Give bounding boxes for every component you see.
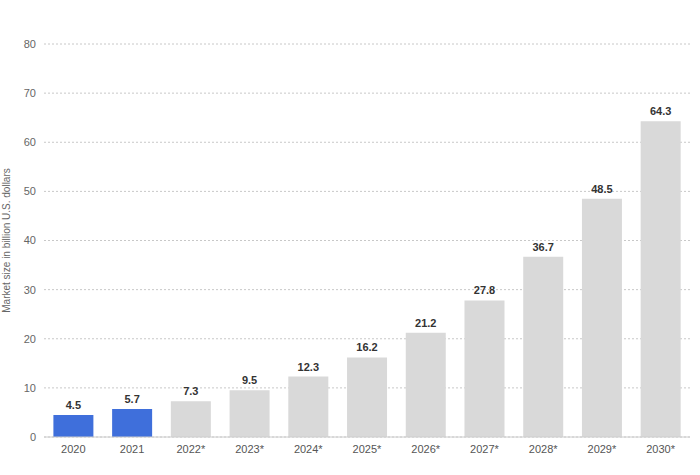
svg-text:80: 80 xyxy=(24,38,36,50)
svg-text:21.2: 21.2 xyxy=(415,317,436,329)
svg-text:12.3: 12.3 xyxy=(298,361,319,373)
svg-text:30: 30 xyxy=(24,284,36,296)
svg-text:27.8: 27.8 xyxy=(474,284,495,296)
svg-text:36.7: 36.7 xyxy=(533,241,554,253)
svg-text:70: 70 xyxy=(24,87,36,99)
svg-text:60: 60 xyxy=(24,136,36,148)
svg-text:7.3: 7.3 xyxy=(183,385,198,397)
svg-text:64.3: 64.3 xyxy=(650,105,671,117)
svg-text:10: 10 xyxy=(24,382,36,394)
svg-text:2023*: 2023* xyxy=(235,443,264,455)
svg-text:4.5: 4.5 xyxy=(66,399,81,411)
svg-text:50: 50 xyxy=(24,185,36,197)
svg-text:20: 20 xyxy=(24,333,36,345)
svg-text:2024*: 2024* xyxy=(294,443,323,455)
svg-text:9.5: 9.5 xyxy=(242,374,257,386)
svg-text:2021: 2021 xyxy=(120,443,144,455)
svg-text:16.2: 16.2 xyxy=(356,341,377,353)
svg-text:2029*: 2029* xyxy=(588,443,617,455)
svg-text:0: 0 xyxy=(30,431,36,443)
svg-text:2020: 2020 xyxy=(61,443,85,455)
svg-text:2026*: 2026* xyxy=(411,443,440,455)
svg-text:40: 40 xyxy=(24,234,36,246)
svg-text:2027*: 2027* xyxy=(470,443,499,455)
svg-text:Market size in billion U.S. do: Market size in billion U.S. dollars xyxy=(8,168,12,313)
svg-text:2025*: 2025* xyxy=(353,443,382,455)
svg-text:2030*: 2030* xyxy=(646,443,675,455)
svg-text:5.7: 5.7 xyxy=(124,393,139,405)
svg-text:2028*: 2028* xyxy=(529,443,558,455)
svg-text:48.5: 48.5 xyxy=(591,183,612,195)
svg-text:2022*: 2022* xyxy=(176,443,205,455)
